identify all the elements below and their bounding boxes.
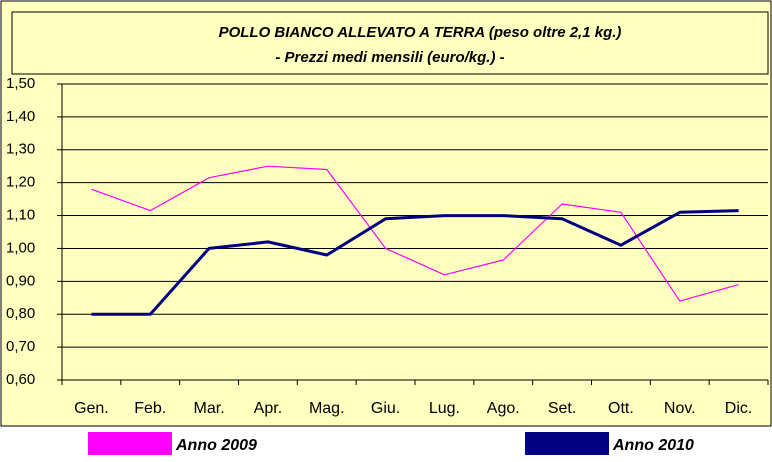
- y-tick-label: 0,70: [6, 338, 35, 355]
- x-tick-label: Dic.: [725, 400, 753, 417]
- y-tick-label: 1,40: [6, 108, 35, 125]
- legend-swatch: [88, 432, 172, 455]
- y-tick-label: 0,90: [6, 272, 35, 289]
- chart-title: POLLO BIANCO ALLEVATO A TERRA (peso oltr…: [219, 24, 622, 41]
- legend-label: Anno 2010: [612, 437, 694, 454]
- chart-subtitle: - Prezzi medi mensili (euro/kg.) -: [275, 49, 504, 66]
- x-tick-label: Mar.: [194, 400, 225, 417]
- x-tick-label: Nov.: [664, 400, 696, 417]
- x-tick-label: Ago.: [487, 400, 520, 417]
- series-line: [91, 209, 739, 316]
- x-tick-label: Apr.: [254, 400, 282, 417]
- x-tick-label: Gen.: [74, 400, 109, 417]
- y-tick-label: 1,20: [6, 174, 35, 191]
- legend-swatch: [525, 432, 609, 455]
- legend-label: Anno 2009: [175, 437, 257, 454]
- x-tick-label: Mag.: [309, 400, 345, 417]
- y-tick-label: 0,80: [6, 305, 35, 322]
- y-tick-label: 1,50: [6, 75, 35, 92]
- y-tick-label: 1,00: [6, 239, 35, 256]
- title-box: [11, 11, 769, 75]
- y-tick-label: 1,30: [6, 141, 35, 158]
- y-tick-label: 0,60: [6, 371, 35, 388]
- x-tick-label: Set.: [548, 400, 576, 417]
- y-tick-label: 1,10: [6, 207, 35, 224]
- x-tick-label: Lug.: [429, 400, 460, 417]
- x-tick-label: Feb.: [134, 400, 166, 417]
- x-tick-label: Giu.: [371, 400, 400, 417]
- x-tick-label: Ott.: [608, 400, 634, 417]
- series-line: [91, 165, 739, 302]
